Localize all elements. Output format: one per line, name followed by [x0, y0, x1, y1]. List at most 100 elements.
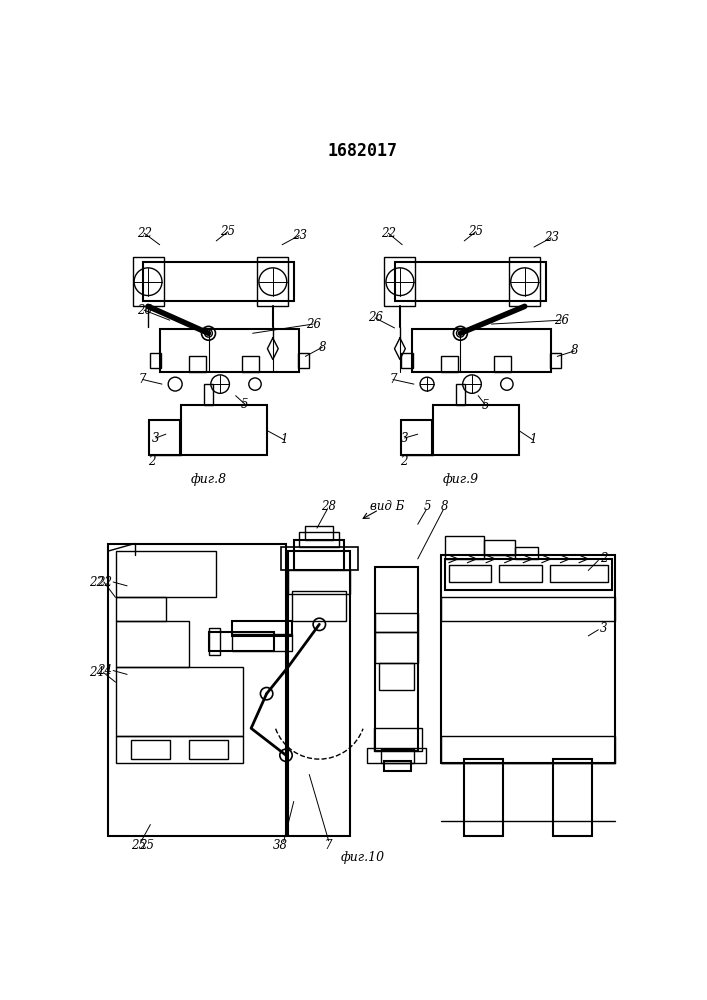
Bar: [368, 748, 426, 763]
Text: 38: 38: [273, 839, 288, 852]
Bar: [305, 526, 332, 540]
Bar: [381, 749, 414, 763]
Text: 25: 25: [468, 225, 484, 238]
Bar: [449, 565, 491, 582]
Text: 26: 26: [554, 314, 568, 327]
Bar: [115, 597, 166, 620]
Text: 3: 3: [152, 432, 160, 445]
Bar: [209, 632, 274, 651]
Bar: [441, 597, 615, 620]
Bar: [509, 257, 540, 306]
Bar: [281, 547, 358, 570]
Text: 22: 22: [136, 227, 152, 240]
Bar: [257, 257, 288, 306]
Bar: [433, 405, 518, 455]
Text: 23: 23: [544, 231, 559, 244]
Bar: [375, 567, 418, 751]
Text: 8: 8: [319, 341, 326, 354]
Text: вид Б: вид Б: [370, 500, 404, 513]
Bar: [143, 262, 293, 301]
Bar: [189, 740, 228, 759]
Text: 5: 5: [482, 399, 490, 412]
Bar: [493, 356, 510, 372]
Text: 7: 7: [325, 839, 332, 852]
Text: 7: 7: [389, 373, 397, 386]
Bar: [288, 570, 351, 594]
Text: 24: 24: [97, 664, 112, 677]
Bar: [441, 736, 615, 763]
Bar: [107, 544, 286, 836]
Bar: [115, 736, 243, 763]
Text: 28: 28: [321, 500, 336, 513]
Bar: [375, 632, 418, 663]
Text: 26: 26: [305, 318, 321, 331]
Bar: [395, 262, 546, 301]
Text: 2: 2: [148, 455, 156, 468]
Bar: [149, 420, 180, 455]
Text: 22: 22: [89, 576, 104, 588]
Text: 25: 25: [221, 225, 235, 238]
Bar: [484, 540, 515, 555]
Bar: [441, 356, 458, 372]
Bar: [204, 384, 213, 405]
Text: 22: 22: [381, 227, 396, 240]
Bar: [402, 353, 413, 368]
Text: 5: 5: [424, 500, 431, 513]
Bar: [445, 536, 484, 559]
Text: 7: 7: [139, 373, 146, 386]
Bar: [288, 551, 351, 836]
Bar: [464, 759, 503, 836]
Bar: [115, 667, 243, 736]
Text: 25: 25: [139, 839, 154, 852]
Text: фиг.10: фиг.10: [341, 851, 385, 864]
Text: 3: 3: [600, 622, 607, 635]
Text: 25: 25: [132, 839, 146, 852]
Bar: [549, 565, 607, 582]
Text: 1: 1: [280, 433, 288, 446]
Bar: [160, 329, 299, 372]
Bar: [242, 356, 259, 372]
Bar: [298, 353, 309, 368]
Bar: [445, 559, 612, 590]
Bar: [373, 728, 421, 751]
Text: 3: 3: [401, 432, 409, 445]
Bar: [456, 384, 465, 405]
Bar: [499, 565, 542, 582]
Bar: [379, 663, 414, 690]
Bar: [115, 620, 189, 667]
Bar: [115, 551, 216, 597]
Text: 26: 26: [136, 304, 152, 317]
Bar: [375, 613, 418, 632]
Text: фиг.8: фиг.8: [190, 473, 226, 486]
Bar: [515, 547, 538, 559]
Text: 2: 2: [600, 552, 607, 565]
Bar: [299, 532, 339, 547]
Text: фиг.9: фиг.9: [443, 473, 479, 486]
Text: 8: 8: [441, 500, 449, 513]
Text: 24: 24: [89, 666, 104, 679]
Bar: [209, 628, 220, 655]
Bar: [554, 759, 592, 836]
Bar: [293, 540, 344, 570]
Text: 5: 5: [241, 398, 249, 411]
Bar: [401, 420, 432, 455]
Bar: [385, 761, 411, 771]
Bar: [385, 257, 416, 306]
Bar: [441, 555, 615, 763]
Text: 22: 22: [97, 576, 112, 588]
Bar: [549, 353, 561, 368]
Text: 2: 2: [400, 455, 407, 468]
Text: 1682017: 1682017: [328, 142, 398, 160]
Bar: [411, 329, 551, 372]
Bar: [132, 257, 163, 306]
Bar: [232, 634, 292, 651]
Text: 26: 26: [368, 311, 382, 324]
Text: 1: 1: [529, 433, 536, 446]
Bar: [182, 405, 267, 455]
Bar: [131, 740, 170, 759]
Bar: [292, 591, 346, 620]
Text: 8: 8: [571, 344, 578, 358]
Bar: [189, 356, 206, 372]
Bar: [232, 620, 292, 636]
Text: 23: 23: [292, 229, 307, 242]
